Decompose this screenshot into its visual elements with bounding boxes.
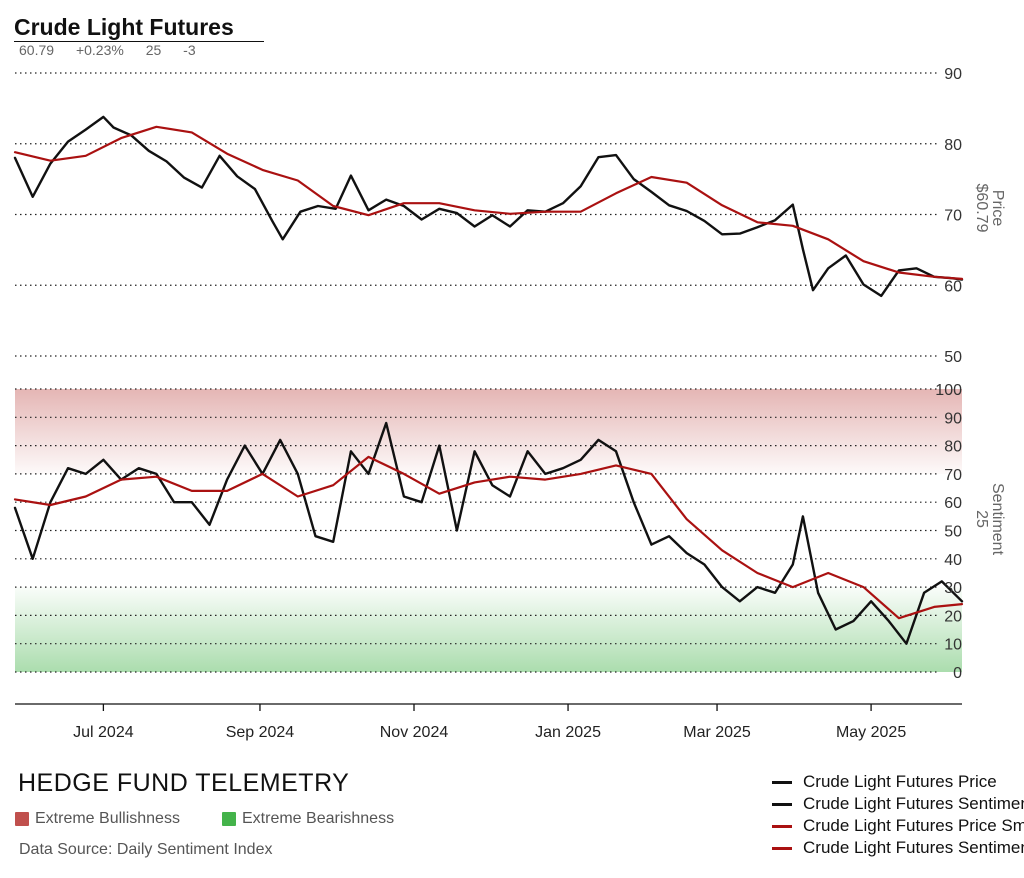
y-tick-label-sentiment: 60 [944,495,962,512]
line-swatch [772,802,792,806]
x-tick-label: Mar 2025 [683,724,751,741]
x-tick-label: Sep 2024 [226,724,295,741]
brand-name: HEDGE FUND TELEMETRY [18,769,350,797]
legend-label: Crude Light Futures Sentiment Smoothed [803,838,1024,857]
y-tick-label-price: 90 [944,66,962,83]
y-tick-label-sentiment: 70 [944,467,962,484]
legend-extreme-bearishness: Extreme Bearishness [222,810,394,828]
y-tick-label-sentiment: 30 [944,580,962,597]
x-tick-label: Jul 2024 [73,724,134,741]
x-tick-label: May 2025 [836,724,906,741]
axes: 50 60 70 80 90 0 10 20 30 40 50 60 70 80 90 100 Price$60… [15,66,1006,741]
x-tick-label: Jan 2025 [535,724,601,741]
legend-sentiment: Crude Light Futures Sentiment [772,793,1024,815]
stat-sentiment-change: -3 [183,42,196,58]
y-tick-label-price: 60 [944,278,962,295]
bear-swatch [222,812,236,826]
series-lines [13,115,964,645]
data-source: Data Source: Daily Sentiment Index [19,841,273,858]
price-axis-title: Price [989,190,1006,227]
y-tick-label-sentiment: 0 [953,665,962,682]
y-tick-label-sentiment: 90 [944,410,962,427]
legend-label: Crude Light Futures Sentiment [803,794,1024,813]
sentiment-zones [15,389,962,672]
series-crude-light-futures-price-smoothed [13,125,964,280]
sentiment-axis-value: 25 [973,510,990,528]
stat-sentiment: 25 [145,42,162,58]
legend-price-smoothed: Crude Light Futures Price Smoothed [772,815,1024,837]
legend-label: Crude Light Futures Price [803,772,997,791]
y-tick-label-sentiment: 50 [944,524,962,541]
legend-label: Extreme Bullishness [35,810,180,827]
y-tick-label-sentiment: 20 [944,608,962,625]
sentiment-axis-title: Sentiment [989,483,1006,556]
y-tick-label-sentiment: 100 [935,382,962,399]
legend-price: Crude Light Futures Price [772,771,1024,793]
y-tick-label-sentiment: 80 [944,439,962,456]
header-stats: 60.79 +0.23% 25 -3 [14,41,264,58]
chart-title: Crude Light Futures [14,14,234,40]
y-tick-label-price: 80 [944,137,962,154]
bull-swatch [15,812,29,826]
y-tick-label-sentiment: 10 [944,637,962,654]
series-crude-light-futures-sentiment-smoothed [13,455,964,620]
price-axis-value: $60.79 [973,184,990,233]
line-swatch [772,846,792,850]
line-swatch [772,780,792,784]
series-crude-light-futures-sentiment [13,421,964,645]
extreme-bearishness-zone [15,587,962,672]
y-tick-label-price: 50 [944,349,962,366]
y-tick-label-sentiment: 40 [944,552,962,569]
grid-lines [15,72,937,673]
stat-change: +0.23% [75,42,124,58]
line-swatch [772,824,792,828]
legend-extreme-bullishness: Extreme Bullishness [15,810,180,828]
stat-price: 60.79 [19,42,55,58]
series-crude-light-futures-price [13,115,964,298]
series-legend: Crude Light Futures Price Crude Light Fu… [772,771,1024,859]
legend-sentiment-smoothed: Crude Light Futures Sentiment Smoothed [772,837,1024,859]
extreme-bullishness-zone [15,389,962,474]
x-tick-label: Nov 2024 [380,724,449,741]
y-tick-label-price: 70 [944,208,962,225]
legend-label: Extreme Bearishness [242,810,395,827]
legend-label: Crude Light Futures Price Smoothed [803,816,1024,835]
